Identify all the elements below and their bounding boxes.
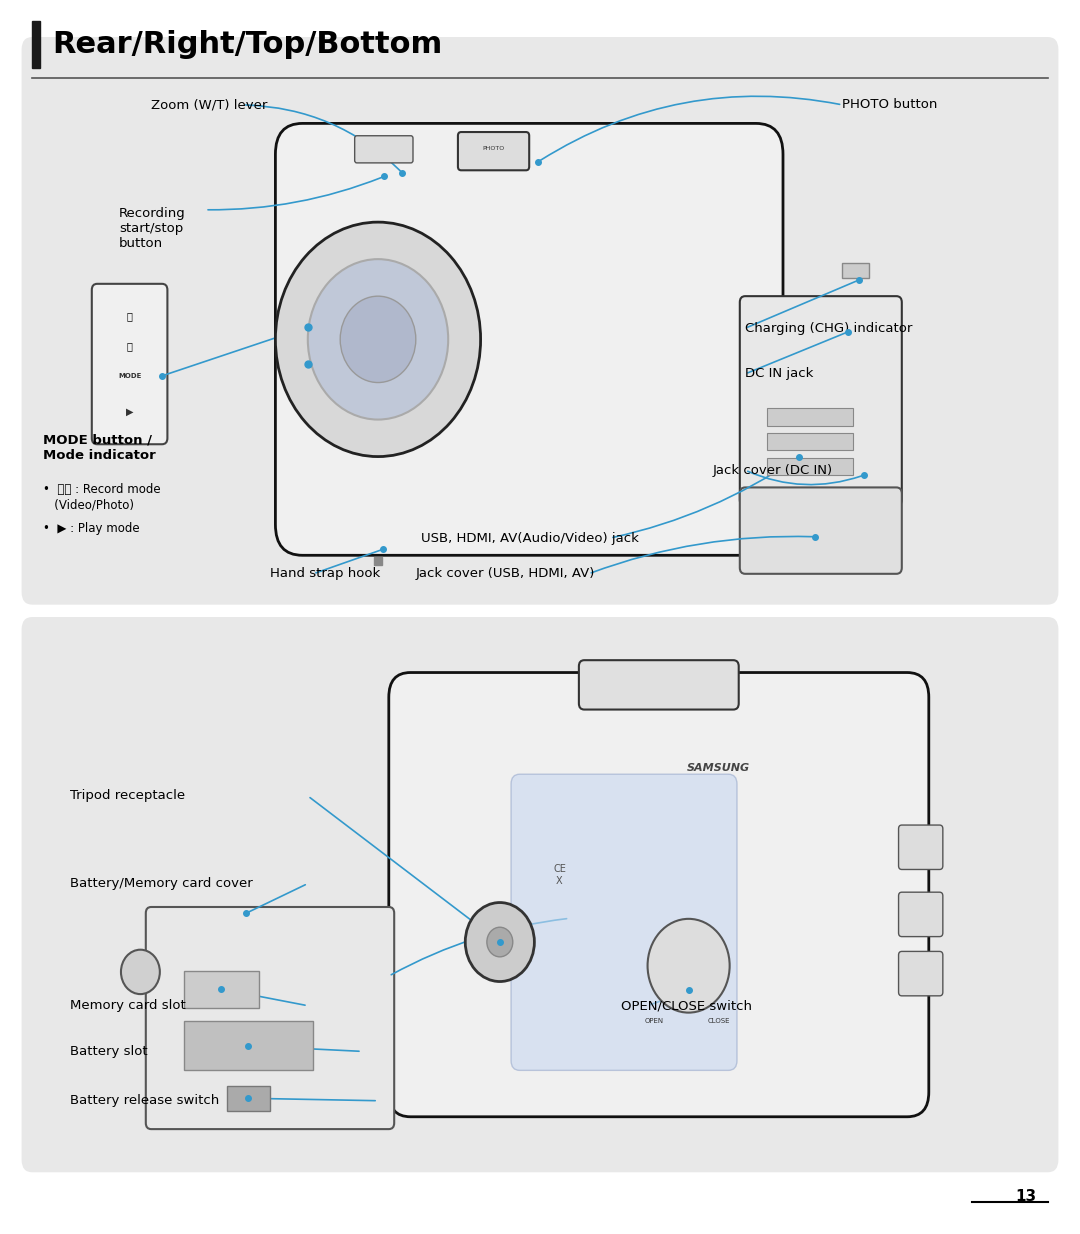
FancyBboxPatch shape bbox=[22, 617, 1058, 1172]
FancyBboxPatch shape bbox=[899, 892, 943, 937]
FancyBboxPatch shape bbox=[511, 774, 737, 1070]
Circle shape bbox=[121, 950, 160, 995]
Text: CLOSE: CLOSE bbox=[707, 1018, 730, 1024]
Text: Recording
start/stop
button: Recording start/stop button bbox=[119, 207, 186, 249]
FancyBboxPatch shape bbox=[579, 660, 739, 710]
Text: OPEN: OPEN bbox=[645, 1018, 663, 1024]
Bar bbox=[767, 408, 853, 426]
FancyBboxPatch shape bbox=[92, 284, 167, 444]
Text: SAMSUNG: SAMSUNG bbox=[687, 764, 750, 774]
FancyBboxPatch shape bbox=[899, 826, 943, 870]
Text: 📷: 📷 bbox=[126, 342, 133, 352]
Circle shape bbox=[340, 296, 416, 383]
FancyBboxPatch shape bbox=[354, 136, 413, 163]
Text: CE
X: CE X bbox=[553, 864, 566, 886]
Circle shape bbox=[648, 919, 730, 1013]
Text: Memory card slot: Memory card slot bbox=[70, 1000, 186, 1012]
FancyBboxPatch shape bbox=[275, 123, 783, 555]
FancyBboxPatch shape bbox=[899, 951, 943, 996]
FancyBboxPatch shape bbox=[458, 132, 529, 170]
Text: PHOTO button: PHOTO button bbox=[842, 99, 937, 111]
Text: •  ▶ : Play mode: • ▶ : Play mode bbox=[43, 522, 139, 534]
FancyBboxPatch shape bbox=[389, 673, 929, 1117]
Text: Charging (CHG) indicator: Charging (CHG) indicator bbox=[745, 322, 913, 334]
Text: 13: 13 bbox=[1015, 1190, 1037, 1204]
Circle shape bbox=[465, 902, 535, 981]
FancyBboxPatch shape bbox=[146, 907, 394, 1129]
Text: Rear/Right/Top/Bottom: Rear/Right/Top/Bottom bbox=[52, 30, 442, 59]
Text: MODE: MODE bbox=[118, 373, 141, 379]
Circle shape bbox=[308, 259, 448, 420]
Text: •  🎥📷 : Record mode
   (Video/Photo): • 🎥📷 : Record mode (Video/Photo) bbox=[43, 484, 161, 511]
Text: Battery release switch: Battery release switch bbox=[70, 1095, 219, 1107]
Bar bbox=[184, 1022, 313, 1071]
FancyBboxPatch shape bbox=[22, 37, 1058, 605]
Text: Jack cover (DC IN): Jack cover (DC IN) bbox=[713, 464, 833, 476]
FancyBboxPatch shape bbox=[740, 487, 902, 574]
Text: MODE button /
Mode indicator: MODE button / Mode indicator bbox=[43, 434, 156, 462]
Text: Tripod receptacle: Tripod receptacle bbox=[70, 790, 186, 802]
Bar bbox=[227, 1086, 270, 1111]
Text: USB, HDMI, AV(Audio/Video) jack: USB, HDMI, AV(Audio/Video) jack bbox=[421, 532, 639, 544]
Text: Hand strap hook: Hand strap hook bbox=[270, 568, 380, 580]
Text: Zoom (W/T) lever: Zoom (W/T) lever bbox=[151, 99, 268, 111]
Text: PHOTO: PHOTO bbox=[483, 146, 504, 151]
Text: OPEN/CLOSE switch: OPEN/CLOSE switch bbox=[621, 1000, 752, 1012]
Text: Jack cover (USB, HDMI, AV): Jack cover (USB, HDMI, AV) bbox=[416, 568, 595, 580]
Text: DC IN jack: DC IN jack bbox=[745, 368, 813, 380]
Circle shape bbox=[487, 927, 513, 956]
Bar bbox=[842, 263, 869, 278]
Text: Battery/Memory card cover: Battery/Memory card cover bbox=[70, 877, 253, 890]
FancyBboxPatch shape bbox=[740, 296, 902, 506]
Text: Battery slot: Battery slot bbox=[70, 1045, 148, 1058]
Text: ▶: ▶ bbox=[126, 406, 133, 416]
Text: 🎥: 🎥 bbox=[126, 312, 133, 322]
Bar bbox=[32, 21, 40, 68]
Bar bbox=[767, 433, 853, 450]
Bar bbox=[184, 970, 259, 1007]
Circle shape bbox=[275, 222, 481, 457]
Bar bbox=[767, 458, 853, 475]
